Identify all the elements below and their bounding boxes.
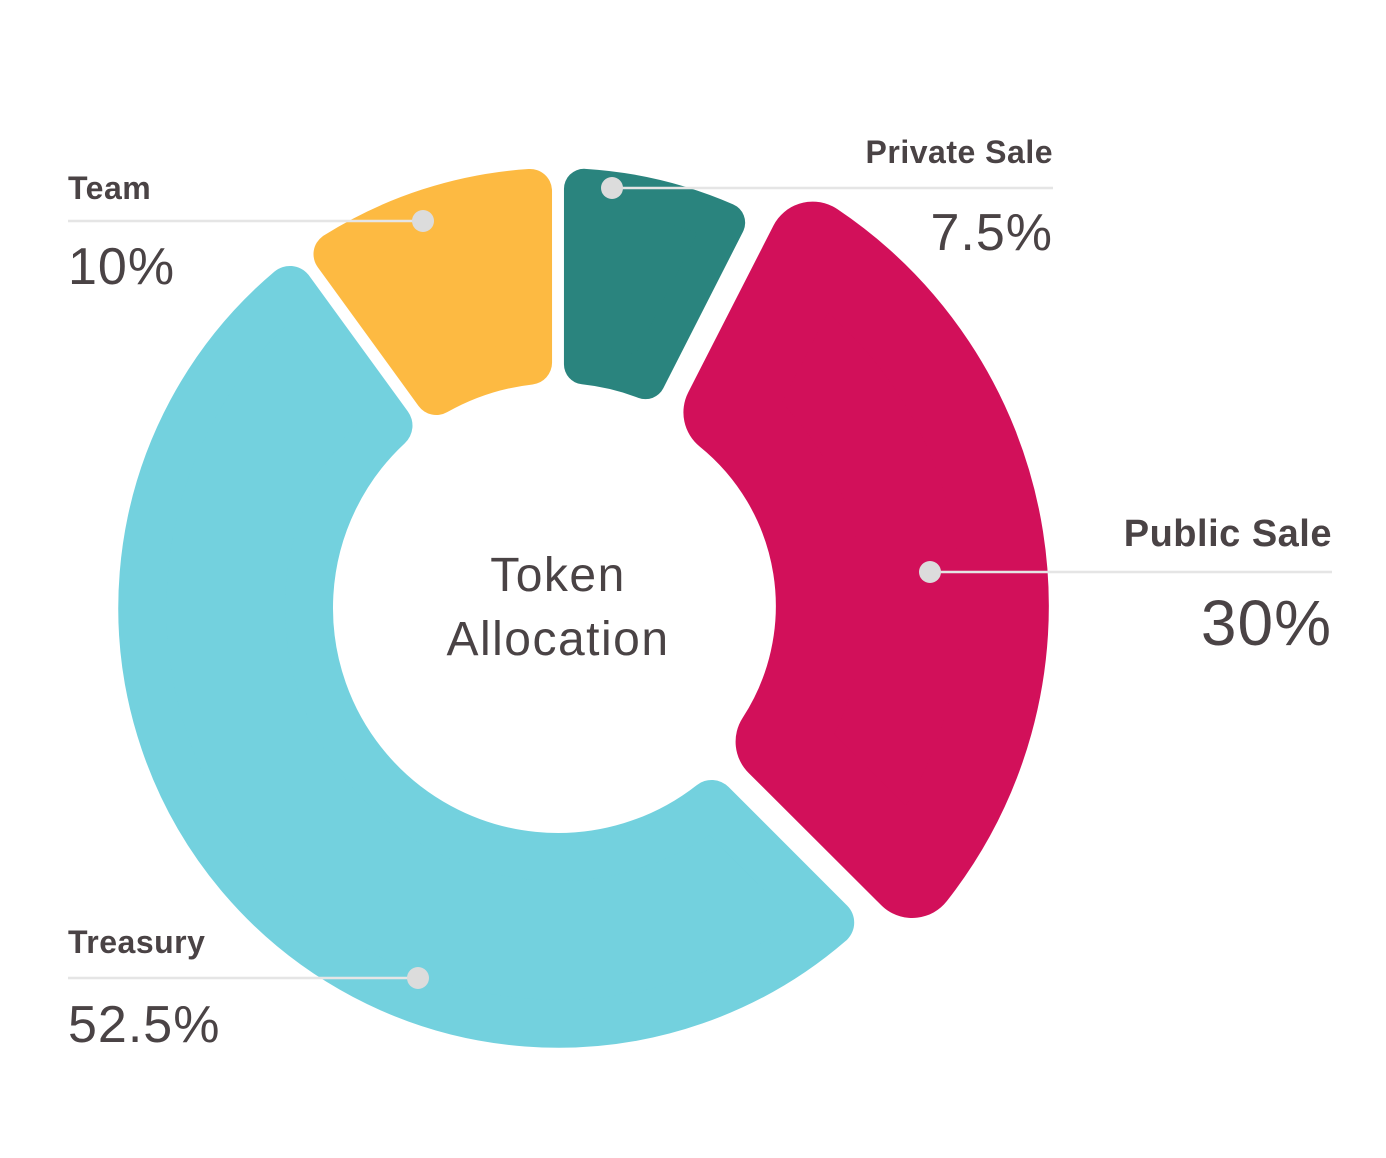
team-value: 10% [68,238,176,296]
slice-treasury [118,265,855,1048]
slice-private-sale [563,168,746,400]
treasury-value: 52.5% [68,996,221,1054]
slice-public-sale [683,201,1049,918]
callout-team: Team 10% [68,170,175,296]
public-sale-value: 30% [1200,587,1332,659]
private-sale-value: 7.5% [930,204,1053,262]
center-title-line2: Allocation [446,613,670,666]
slice-team [313,168,553,416]
leader-dot-team [412,210,434,232]
callout-public-sale: Public Sale 30% [1124,512,1332,658]
leader-dot-public-sale [919,561,941,583]
leader-dot-private-sale [601,177,623,199]
callout-private-sale: Private Sale 7.5% [866,134,1053,262]
leader-dot-treasury [407,967,429,989]
public-sale-label: Public Sale [1123,513,1332,555]
private-sale-label: Private Sale [865,134,1053,170]
chart-center-title: Token Allocation [308,544,808,672]
treasury-label: Treasury [68,924,206,960]
callout-treasury: Treasury 52.5% [68,924,220,1054]
team-label: Team [68,170,152,206]
center-title-line1: Token [490,549,626,602]
